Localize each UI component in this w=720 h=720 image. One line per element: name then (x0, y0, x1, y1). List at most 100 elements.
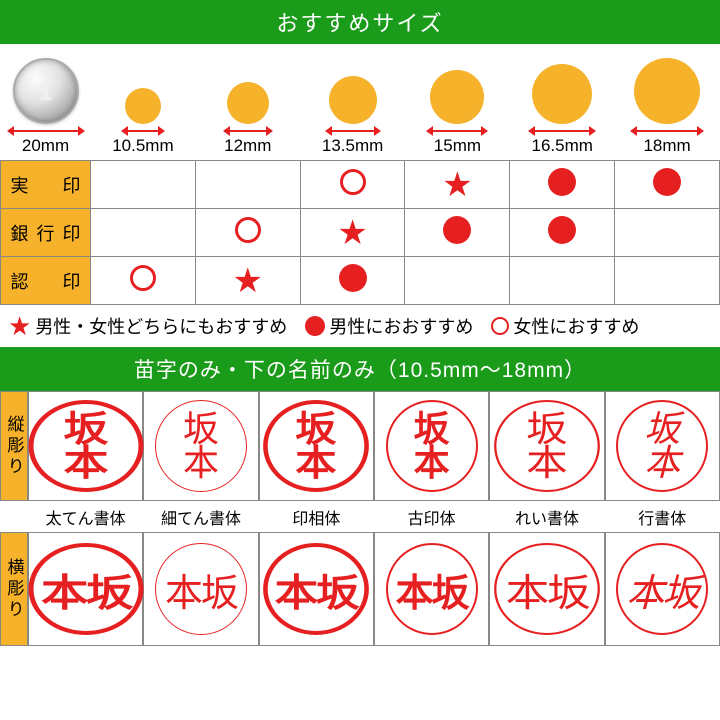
row-label: 銀行印 (1, 209, 91, 257)
width-arrow-icon (223, 126, 273, 136)
stamp-icon: 本坂 (263, 543, 369, 635)
mark-cell: ★ (405, 161, 510, 209)
font-labels-row: 太てん書体細てん書体印相体古印体れい書体行書体 (0, 501, 720, 532)
seal-sample: 本坂 (28, 532, 143, 646)
row-label: 実 印 (1, 161, 91, 209)
width-arrow-icon (426, 126, 488, 136)
legend-fill-text: 男性におおすすめ (329, 313, 473, 339)
stamp-icon: 本坂 (616, 543, 708, 635)
seals-horizontal-row: 横彫り 本坂 本坂 本坂 本坂 本坂 本坂 (0, 532, 720, 646)
open-circle-icon (130, 265, 156, 291)
size-label: 15mm (434, 136, 481, 156)
size-circle-icon (634, 58, 700, 124)
open-circle-icon (491, 317, 509, 335)
seals-vertical-row: 縦彫り 坂本 坂本 坂本 坂本 坂本 坂本 (0, 391, 720, 501)
mark-cell: ★ (195, 257, 300, 305)
font-name-label: 細てん書体 (143, 501, 258, 532)
row-mitomein: 認 印 ★ (1, 257, 720, 305)
size-label: 13.5mm (322, 136, 383, 156)
seal-sample: 坂本 (28, 391, 143, 501)
star-icon: ★ (233, 262, 263, 300)
mark-cell (405, 257, 510, 305)
font-name-label: 古印体 (374, 501, 489, 532)
mark-cell (91, 209, 196, 257)
legend-open-text: 女性におすすめ (513, 313, 639, 339)
stamp-icon: 坂本 (28, 400, 143, 492)
size-circle-icon (532, 64, 592, 124)
open-circle-icon (340, 169, 366, 195)
mark-cell (195, 161, 300, 209)
seal-sample: 坂本 (374, 391, 489, 501)
size-label: 18mm (643, 136, 690, 156)
font-name-label: 印相体 (259, 501, 374, 532)
vertical-label-yoko: 横彫り (0, 532, 28, 646)
stamp-icon: 坂本 (263, 400, 369, 492)
mark-cell (405, 209, 510, 257)
width-arrow-icon (528, 126, 596, 136)
width-arrow-icon (325, 126, 381, 136)
mark-cell (510, 161, 615, 209)
filled-circle-icon (653, 168, 681, 196)
seal-sample: 本坂 (374, 532, 489, 646)
seal-sample: 坂本 (143, 391, 258, 501)
coin-size-label: 20mm (22, 136, 69, 156)
open-circle-icon (235, 217, 261, 243)
stamp-icon: 本坂 (386, 543, 478, 635)
filled-circle-icon (548, 168, 576, 196)
mark-cell (615, 257, 720, 305)
seal-sample: 本坂 (143, 532, 258, 646)
mark-cell: ★ (300, 209, 405, 257)
font-name-label: 太てん書体 (28, 501, 143, 532)
coin-icon: 1 (13, 58, 79, 124)
seal-sample: 本坂 (259, 532, 374, 646)
star-icon: ★ (8, 313, 31, 339)
size-circle-icon (125, 88, 161, 124)
size-chart-table: 1 20mm 10.5mm 12mm 13.5mm 15mm 16.5mm 18… (0, 44, 720, 305)
seal-sample: 坂本 (489, 391, 604, 501)
seal-sample: 坂本 (605, 391, 720, 501)
mark-cell (300, 161, 405, 209)
row-label: 認 印 (1, 257, 91, 305)
seal-sample: 本坂 (489, 532, 604, 646)
mark-cell (615, 161, 720, 209)
width-arrow-icon (121, 126, 165, 136)
legend: ★ 男性・女性どちらにもおすすめ 男性におおすすめ 女性におすすめ (0, 305, 720, 347)
mark-cell (195, 209, 300, 257)
stamp-icon: 本坂 (494, 543, 600, 635)
seal-sample: 坂本 (259, 391, 374, 501)
mark-cell (300, 257, 405, 305)
filled-circle-icon (443, 216, 471, 244)
font-name-label: れい書体 (489, 501, 604, 532)
stamp-icon: 坂本 (616, 400, 708, 492)
filled-circle-icon (548, 216, 576, 244)
stamp-icon: 坂本 (386, 400, 478, 492)
section-header-sizes: おすすめサイズ (0, 0, 720, 44)
stamp-icon: 坂本 (155, 400, 247, 492)
coin-header-cell: 1 20mm (1, 44, 91, 161)
star-icon: ★ (442, 166, 472, 204)
mark-cell (91, 161, 196, 209)
row-jitsuin: 実 印 ★ (1, 161, 720, 209)
mark-cell (510, 209, 615, 257)
filled-circle-icon (305, 316, 325, 336)
star-icon: ★ (337, 214, 367, 252)
section-header-fonts: 苗字のみ・下の名前のみ（10.5mm〜18mm） (0, 347, 720, 391)
seal-sample: 本坂 (605, 532, 720, 646)
vertical-label-tate: 縦彫り (0, 391, 28, 501)
stamp-icon: 坂本 (494, 400, 600, 492)
row-ginkoin: 銀行印 ★ (1, 209, 720, 257)
mark-cell (91, 257, 196, 305)
mark-cell (510, 257, 615, 305)
stamp-icon: 本坂 (28, 543, 143, 635)
stamp-icon: 本坂 (155, 543, 247, 635)
size-circle-icon (329, 76, 377, 124)
size-label: 12mm (224, 136, 271, 156)
size-circle-icon (430, 70, 484, 124)
filled-circle-icon (339, 264, 367, 292)
mark-cell (615, 209, 720, 257)
size-label: 10.5mm (112, 136, 173, 156)
width-arrow-icon (630, 126, 704, 136)
font-name-label: 行書体 (605, 501, 720, 532)
legend-star-text: 男性・女性どちらにもおすすめ (35, 313, 287, 339)
size-label: 16.5mm (532, 136, 593, 156)
